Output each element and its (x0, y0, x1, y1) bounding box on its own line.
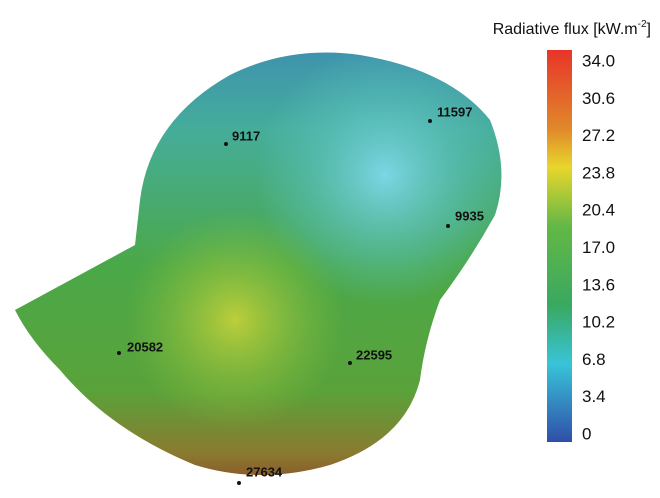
point-label: 20582 (127, 339, 163, 354)
point-marker (428, 119, 432, 123)
point-label: 9935 (455, 208, 484, 223)
tick-label: 0 (582, 424, 591, 443)
point-label: 11597 (437, 104, 472, 119)
colorbar-title: Radiative flux [kW.m-2] (493, 19, 651, 39)
colorbar (547, 50, 572, 442)
tick-label: 23.8 (582, 163, 615, 182)
tick-label: 34.0 (582, 51, 615, 70)
point-marker (224, 142, 228, 146)
point-label: 22595 (356, 347, 392, 362)
point-marker (348, 361, 352, 365)
colorbar-ticks: 34.0 30.6 27.2 23.8 20.4 17.0 13.6 10.2 6.8 3.4 0 (582, 51, 615, 443)
tick-label: 3.4 (582, 387, 606, 406)
tick-label: 30.6 (582, 89, 615, 108)
point-marker (237, 481, 241, 485)
surface (15, 52, 502, 475)
point-marker (117, 351, 121, 355)
points: 9117 11597 9935 20582 22595 27634 (117, 104, 484, 485)
tick-label: 20.4 (582, 201, 615, 220)
point-label: 27634 (246, 464, 283, 479)
tick-label: 6.8 (582, 350, 606, 369)
point-label: 9117 (232, 128, 260, 143)
tick-label: 27.2 (582, 126, 615, 145)
point-marker (446, 224, 450, 228)
tick-label: 17.0 (582, 238, 615, 257)
tick-label: 10.2 (582, 313, 615, 332)
tick-label: 13.6 (582, 275, 615, 294)
